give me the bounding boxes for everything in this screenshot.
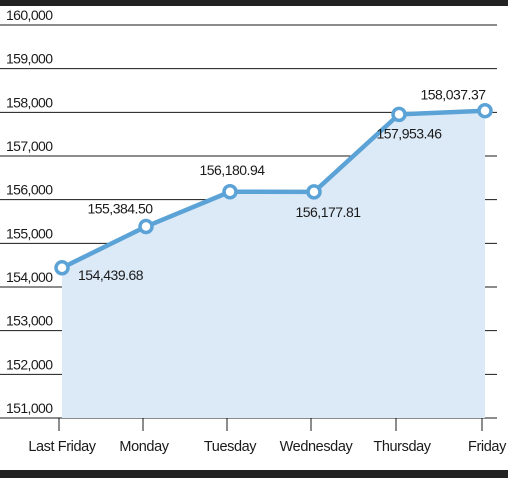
data-label: 154,439.68 <box>78 267 144 283</box>
bottom-frame-bar <box>0 470 508 478</box>
data-label: 155,384.50 <box>87 201 153 217</box>
data-label: 157,953.46 <box>376 125 442 141</box>
data-label: 158,037.37 <box>420 87 486 103</box>
data-point <box>306 184 322 200</box>
y-tick-label: 151,000 <box>6 400 53 416</box>
x-axis-labels: Last Friday Monday Tuesday Wednesday Thursda… <box>28 439 507 455</box>
x-tick-label: Friday <box>468 439 507 455</box>
series-line-layer <box>59 108 488 271</box>
y-tick-label: 158,000 <box>6 94 53 110</box>
y-tick-label: 154,000 <box>6 269 53 285</box>
data-labels: 154,439.68 155,384.50 156,180.94 156,177.81… <box>78 87 487 283</box>
y-tick-label: 156,000 <box>6 182 53 198</box>
data-label: 156,177.81 <box>295 204 361 220</box>
data-points <box>54 102 493 276</box>
series-line <box>59 108 488 271</box>
x-axis-ticks <box>58 418 483 431</box>
data-point <box>391 106 407 123</box>
data-point <box>222 184 238 200</box>
y-tick-label: 152,000 <box>6 356 53 372</box>
top-frame-bar <box>0 0 508 6</box>
data-point <box>138 218 154 235</box>
y-tick-label: 153,000 <box>6 313 53 329</box>
y-tick-label: 160,000 <box>6 7 53 23</box>
y-tick-label: 155,000 <box>6 225 53 241</box>
y-tick-label: 157,000 <box>6 138 53 154</box>
area-fill <box>62 110 485 418</box>
x-tick-label: Thursday <box>373 439 431 455</box>
data-label: 156,180.94 <box>199 162 265 178</box>
x-tick-label: Tuesday <box>204 439 257 455</box>
y-axis-labels: 151,000 152,000 153,000 154,000 155,000 156,0… <box>6 7 54 416</box>
x-tick-label: Wednesday <box>280 439 354 455</box>
data-point <box>54 260 70 276</box>
x-tick-label: Monday <box>119 439 169 455</box>
x-tick-label: Last Friday <box>28 439 96 455</box>
area-fill-layer <box>62 110 485 418</box>
y-tick-label: 159,000 <box>6 51 53 67</box>
data-point <box>477 102 493 119</box>
